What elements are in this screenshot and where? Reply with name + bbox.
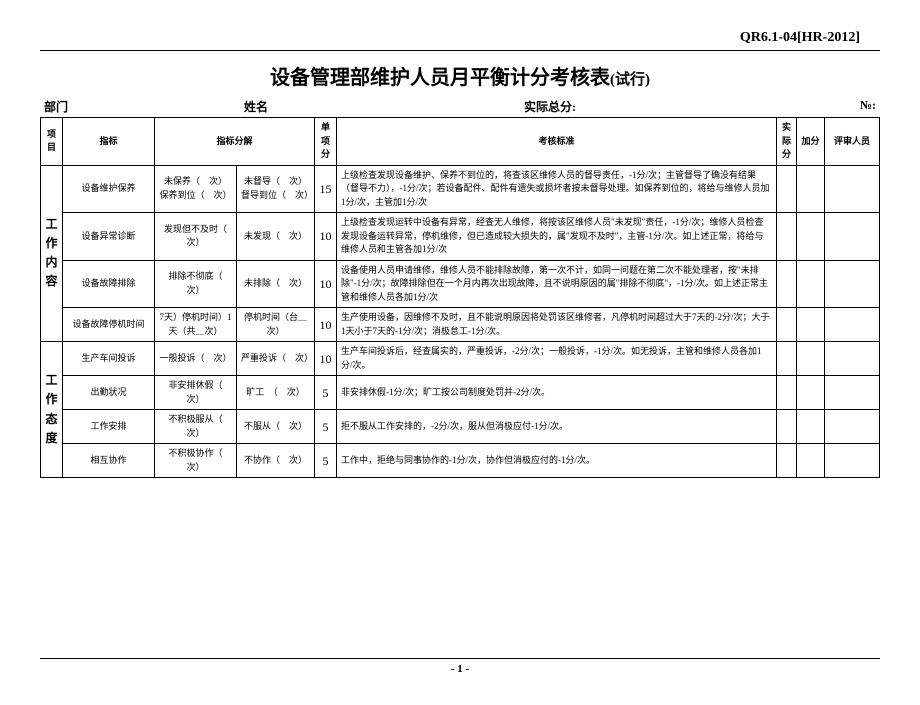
- reviewer: [825, 410, 880, 444]
- th-reviewer: 评审人员: [825, 118, 880, 166]
- th-unit: 单项分: [315, 118, 337, 166]
- detail-b: 不服从（ 次）: [237, 410, 315, 444]
- score: 15: [315, 165, 337, 213]
- detail-a: 排除不彻底（ 次）: [155, 260, 237, 308]
- th-metric: 指标: [63, 118, 155, 166]
- title-sub: (试行): [610, 72, 650, 88]
- assessment-table: 项目 指标 指标分解 单项分 考核标准 实际分 加分 评审人员 工作内容 设备维…: [40, 117, 880, 478]
- detail-a: 非安排休假（ 次）: [155, 376, 237, 410]
- metric: 相互协作: [63, 444, 155, 478]
- detail-a: 不积极协作（ 次）: [155, 444, 237, 478]
- metric: 设备故障停机时间: [63, 308, 155, 342]
- actual: [777, 165, 797, 213]
- score: 5: [315, 410, 337, 444]
- cat-work-content: 工作内容: [41, 165, 63, 342]
- score: 10: [315, 308, 337, 342]
- actual: [777, 376, 797, 410]
- detail-b: 旷工 （ 次）: [237, 376, 315, 410]
- detail-b: 未发现（ 次）: [237, 213, 315, 261]
- detail-a: 未保养（ 次）保养到位（ 次）: [155, 165, 237, 213]
- meta-row: 部门 姓名 实际总分: №:: [40, 98, 880, 115]
- standard: 设备使用人员申请维修，维修人员不能排除故障，第一次不计，如同一问题在第二次不能处…: [337, 260, 777, 308]
- reviewer: [825, 342, 880, 376]
- meta-name: 姓名: [244, 98, 524, 115]
- bonus: [797, 376, 825, 410]
- page-title: 设备管理部维护人员月平衡计分考核表(试行): [40, 61, 880, 90]
- standard: 上级检查发现设备维护、保养不到位的，将查该区维修人员的督导责任，-1分/次；主管…: [337, 165, 777, 213]
- bonus: [797, 342, 825, 376]
- metric: 出勤状况: [63, 376, 155, 410]
- title-main: 设备管理部维护人员月平衡计分考核表: [270, 67, 610, 89]
- th-detail: 指标分解: [155, 118, 315, 166]
- table-row: 相互协作 不积极协作（ 次） 不协作（ 次） 5 工作中，拒绝与同事协作的-1分…: [41, 444, 880, 478]
- reviewer: [825, 213, 880, 261]
- reviewer: [825, 165, 880, 213]
- detail-b: 停机时间（台＿次）: [237, 308, 315, 342]
- table-row: 设备异常诊断 发现但不及时（ 次） 未发现（ 次） 10 上级检查发现运转中设备…: [41, 213, 880, 261]
- doc-code: QR6.1-04[HR-2012]: [40, 30, 880, 46]
- metric: 工作安排: [63, 410, 155, 444]
- detail-b: 未排除（ 次）: [237, 260, 315, 308]
- standard: 工作中，拒绝与同事协作的-1分/次，协作但消极应付的-1分/次。: [337, 444, 777, 478]
- score: 5: [315, 376, 337, 410]
- metric: 设备故障排除: [63, 260, 155, 308]
- table-row: 设备故障排除 排除不彻底（ 次） 未排除（ 次） 10 设备使用人员申请维修，维…: [41, 260, 880, 308]
- score: 5: [315, 444, 337, 478]
- detail-b: 不协作（ 次）: [237, 444, 315, 478]
- table-row: 工作态度 生产车间投诉 一般投诉（ 次） 严重投诉（ 次） 10 生产车间投诉后…: [41, 342, 880, 376]
- page-number: - 1 -: [40, 658, 880, 675]
- standard: 非安排休假-1分/次；旷工按公司制度处罚并-2分/次。: [337, 376, 777, 410]
- table-row: 出勤状况 非安排休假（ 次） 旷工 （ 次） 5 非安排休假-1分/次；旷工按公…: [41, 376, 880, 410]
- th-bonus: 加分: [797, 118, 825, 166]
- standard: 拒不服从工作安排的，-2分/次，服从但消极应付-1分/次。: [337, 410, 777, 444]
- bonus: [797, 260, 825, 308]
- cat-work-attitude: 工作态度: [41, 342, 63, 478]
- table-body: 工作内容 设备维护保养 未保养（ 次）保养到位（ 次） 未督导（ 次）督导到位（…: [41, 165, 880, 478]
- reviewer: [825, 444, 880, 478]
- bonus: [797, 308, 825, 342]
- reviewer: [825, 308, 880, 342]
- meta-dept: 部门: [44, 98, 244, 115]
- metric: 生产车间投诉: [63, 342, 155, 376]
- reviewer: [825, 376, 880, 410]
- reviewer: [825, 260, 880, 308]
- bonus: [797, 410, 825, 444]
- th-actual: 实际分: [777, 118, 797, 166]
- score: 10: [315, 260, 337, 308]
- meta-total: 实际总分:: [524, 98, 816, 115]
- metric: 设备异常诊断: [63, 213, 155, 261]
- actual: [777, 213, 797, 261]
- header-row: 项目 指标 指标分解 单项分 考核标准 实际分 加分 评审人员: [41, 118, 880, 166]
- actual: [777, 410, 797, 444]
- detail-b: 严重投诉（ 次）: [237, 342, 315, 376]
- bonus: [797, 213, 825, 261]
- bonus: [797, 444, 825, 478]
- standard: 生产使用设备，因维修不及时，且不能说明原因将处罚该区维修者，凡停机时间超过大于7…: [337, 308, 777, 342]
- score: 10: [315, 213, 337, 261]
- detail-b: 未督导（ 次）督导到位（ 次）: [237, 165, 315, 213]
- metric: 设备维护保养: [63, 165, 155, 213]
- actual: [777, 444, 797, 478]
- detail-a: 7天）停机时间）1天（共＿次）: [155, 308, 237, 342]
- actual: [777, 342, 797, 376]
- th-std: 考核标准: [337, 118, 777, 166]
- bonus: [797, 165, 825, 213]
- detail-a: 不积极服从（ 次）: [155, 410, 237, 444]
- actual: [777, 260, 797, 308]
- header-rule: [40, 50, 880, 51]
- table-row: 工作安排 不积极服从（ 次） 不服从（ 次） 5 拒不服从工作安排的，-2分/次…: [41, 410, 880, 444]
- detail-a: 一般投诉（ 次）: [155, 342, 237, 376]
- actual: [777, 308, 797, 342]
- standard: 生产车间投诉后，经查属实的，严重投诉，-2分/次；一般投诉，-1分/次。如无投诉…: [337, 342, 777, 376]
- detail-a: 发现但不及时（ 次）: [155, 213, 237, 261]
- th-item: 项目: [41, 118, 63, 166]
- table-row: 工作内容 设备维护保养 未保养（ 次）保养到位（ 次） 未督导（ 次）督导到位（…: [41, 165, 880, 213]
- standard: 上级检查发现运转中设备有异常，经查无人维修，将按该区维修人员"未发现"责任，-1…: [337, 213, 777, 261]
- table-row: 设备故障停机时间 7天）停机时间）1天（共＿次） 停机时间（台＿次） 10 生产…: [41, 308, 880, 342]
- meta-no: №:: [816, 98, 876, 115]
- score: 10: [315, 342, 337, 376]
